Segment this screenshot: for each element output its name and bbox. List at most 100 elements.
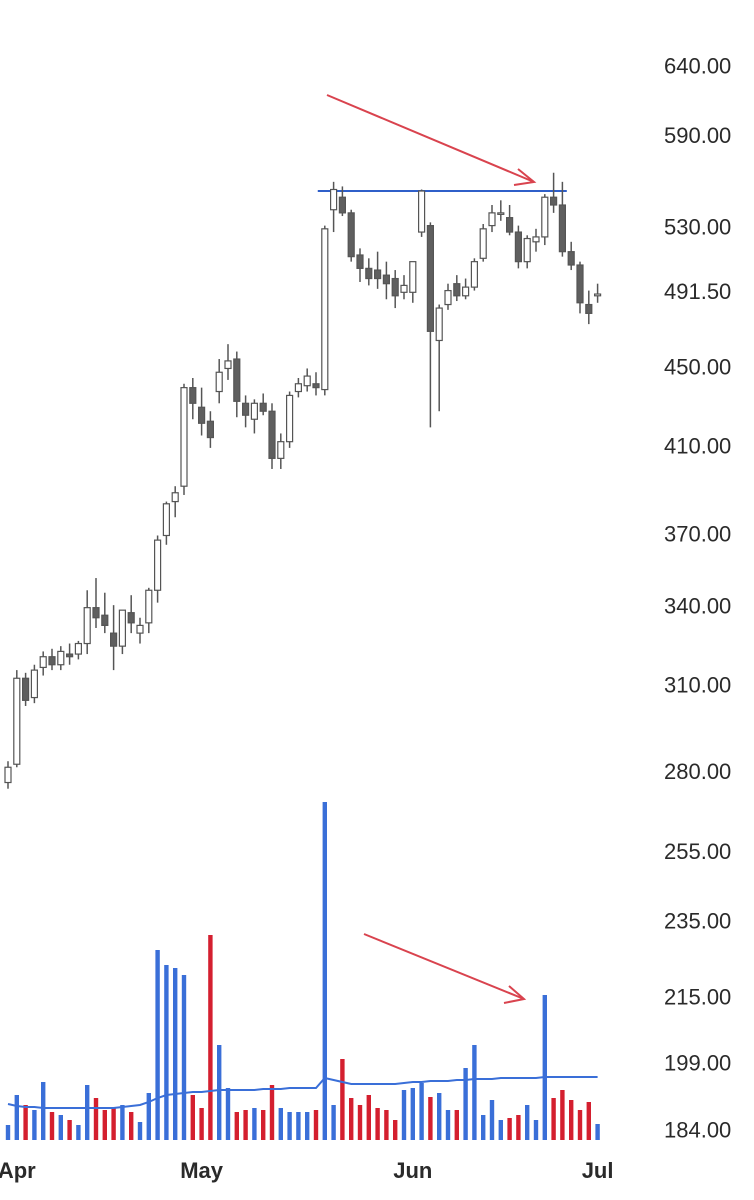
volume-bar [340,1059,345,1140]
y-tick-label: 340.00 [664,593,731,618]
candle-body [347,212,355,258]
candle-body [426,225,434,332]
volume-bar [173,968,178,1140]
volume-bar [252,1108,257,1140]
volume-bar [287,1112,292,1140]
volume-bar [489,1100,495,1140]
volume-bar [199,1108,204,1140]
candle-body [532,236,540,243]
candle-body [585,303,593,314]
candle-body [435,307,443,342]
candle-body [224,360,232,370]
volume-bar [586,1102,591,1140]
candle-body [65,653,74,658]
volume-bar [225,1088,231,1140]
candle-body [136,624,144,634]
x-tick-label: Jun [393,1158,432,1183]
volume-bar [595,1124,600,1140]
candle-body [118,609,127,647]
volume-bar [357,1105,363,1140]
volume-bar [322,802,327,1140]
candle-body [312,383,320,389]
volume-bar [41,1082,46,1140]
candle-body [453,283,461,297]
volume-bar [269,1085,275,1140]
volume-bar [419,1083,424,1140]
candle-body [206,420,214,439]
y-tick-label: 410.00 [664,434,731,459]
volume-bar [155,950,160,1140]
volume-bar [49,1112,55,1140]
volume-bar [129,1112,134,1140]
volume-bar [454,1110,459,1140]
candle-body [303,375,311,387]
candle-body [259,402,267,412]
candle-body [479,228,487,259]
volume-bar [551,1098,556,1140]
volume-bar [137,1122,143,1140]
y-tick-label: 450.00 [664,354,731,379]
candle-body [462,286,470,297]
candle-body [92,607,100,619]
candle-body [268,410,276,459]
y-tick-label: 199.00 [664,1051,731,1076]
volume-bar [472,1045,477,1140]
volume-bar [349,1098,354,1140]
candle-body [13,677,21,765]
volume-bar [217,1045,222,1140]
volume-bar [569,1100,574,1140]
candle-body [374,269,382,280]
x-tick-label: Apr [0,1158,36,1183]
y-tick-label: 640.00 [664,54,731,79]
candle-body [418,190,426,233]
candle-body [233,358,241,402]
candle-body [198,406,206,424]
volume-bar [542,995,547,1140]
candle-body [48,656,56,666]
volume-bar [498,1120,503,1140]
candle-body [549,196,558,206]
candle-body [523,237,531,263]
volume-bar [428,1097,433,1140]
volume-bar [516,1115,521,1140]
candle-body [242,402,250,416]
y-tick-label: 491.50 [664,279,731,304]
candle-body [250,402,258,420]
candle-body [321,228,329,391]
candle-body [30,669,38,699]
volume-bar [384,1110,389,1140]
candle-body [4,766,12,784]
candle-body [470,261,478,288]
candle-body [409,261,417,293]
arrow [363,933,525,1000]
candle-body [109,632,118,647]
volume-bar [507,1118,512,1140]
volume-bar [366,1095,371,1140]
candle-body [541,196,549,238]
arrowhead [513,168,537,186]
volume-bar [331,1105,336,1140]
x-tick-label: Jul [582,1158,614,1183]
candle-body [162,503,170,537]
candle-body [145,589,153,624]
volume-bar [375,1108,380,1140]
candle-body [593,293,602,297]
volume-bar [102,1110,107,1140]
volume-bar [243,1110,248,1140]
candle-body [356,254,364,269]
y-tick-label: 255.00 [664,839,731,864]
volume-ma-line [7,1076,598,1109]
volume-bar [58,1115,63,1140]
volume-bar [393,1120,398,1140]
y-tick-label: 235.00 [664,909,731,934]
candle-body [488,212,496,227]
volume-bar [278,1108,283,1140]
volume-bar [85,1085,90,1140]
y-tick-label: 310.00 [664,672,731,697]
volume-bar [481,1115,486,1140]
candle-body [400,284,408,293]
candle-body [567,251,575,266]
candle-body [391,277,399,297]
y-tick-label: 370.00 [664,521,731,546]
volume-bar [445,1110,451,1140]
